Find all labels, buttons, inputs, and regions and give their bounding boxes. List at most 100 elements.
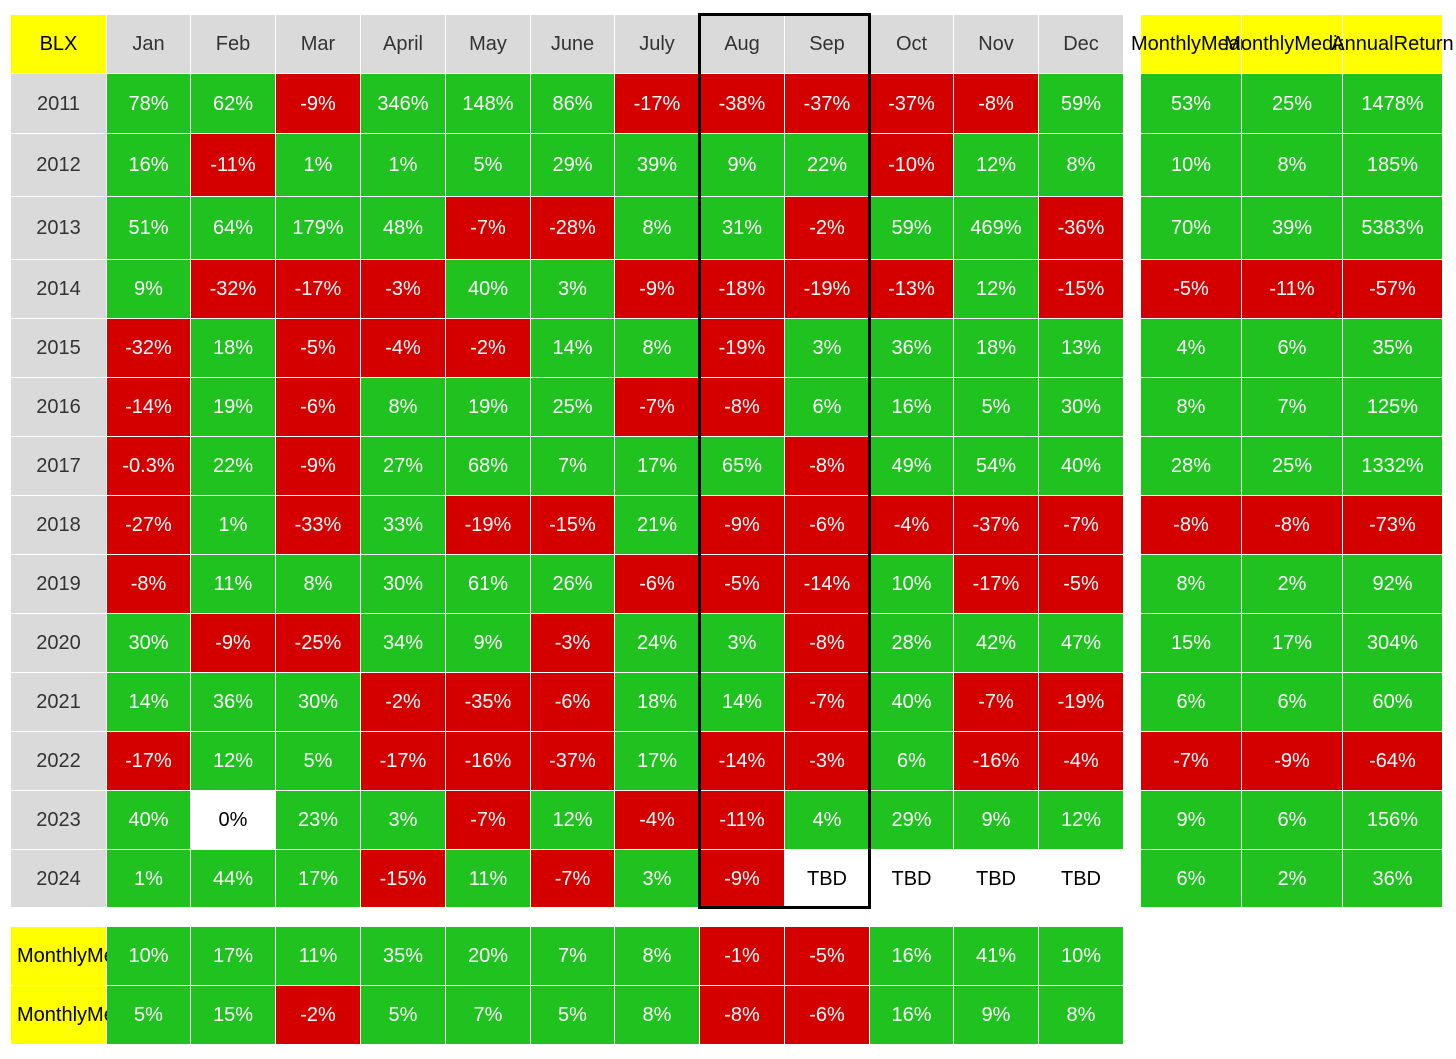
month-header-sep: Sep bbox=[785, 15, 869, 73]
return-cell: 17% bbox=[615, 437, 699, 495]
return-cell: 36% bbox=[191, 673, 275, 731]
year-label-2018: 2018 bbox=[11, 496, 106, 554]
summary-cell: 6% bbox=[1141, 673, 1241, 731]
return-cell: -11% bbox=[700, 791, 784, 849]
return-cell: 21% bbox=[615, 496, 699, 554]
return-cell: -27% bbox=[107, 496, 190, 554]
month-header-april: April bbox=[361, 15, 445, 73]
return-cell: 3% bbox=[531, 260, 614, 318]
summary-cell: 15% bbox=[1141, 614, 1241, 672]
return-cell: -3% bbox=[361, 260, 445, 318]
return-cell: -19% bbox=[785, 260, 869, 318]
summary-cell: 8% bbox=[1141, 378, 1241, 436]
return-cell: TBD bbox=[870, 850, 953, 907]
summary-cell: 185% bbox=[1343, 134, 1442, 196]
return-cell: 1% bbox=[107, 850, 190, 907]
return-cell: 12% bbox=[531, 791, 614, 849]
return-cell: 12% bbox=[954, 134, 1038, 196]
return-cell: -36% bbox=[1039, 197, 1123, 259]
return-cell: -9% bbox=[700, 496, 784, 554]
header-line: Monthly bbox=[1130, 33, 1201, 55]
return-cell: -18% bbox=[700, 260, 784, 318]
return-cell: 9% bbox=[700, 134, 784, 196]
return-cell: -7% bbox=[1039, 496, 1123, 554]
summary-cell: 125% bbox=[1343, 378, 1442, 436]
return-cell: -32% bbox=[191, 260, 275, 318]
return-cell: -6% bbox=[276, 378, 360, 436]
footer-cell: 7% bbox=[531, 927, 614, 985]
footer-cell: 16% bbox=[870, 927, 953, 985]
summary-cell: 6% bbox=[1242, 673, 1342, 731]
return-cell: 4% bbox=[785, 791, 869, 849]
year-label-2012: 2012 bbox=[11, 134, 106, 196]
footer-cell: 20% bbox=[446, 927, 530, 985]
return-cell: -17% bbox=[954, 555, 1038, 613]
return-cell: 346% bbox=[361, 74, 445, 133]
footer-cell: 10% bbox=[107, 927, 190, 985]
summary-cell: -57% bbox=[1343, 260, 1442, 318]
return-cell: 8% bbox=[615, 197, 699, 259]
summary-header: Monthly Mean bbox=[1131, 15, 1251, 73]
return-cell: TBD bbox=[785, 850, 869, 907]
summary-cell: 25% bbox=[1242, 74, 1342, 133]
summary-cell: 35% bbox=[1343, 319, 1442, 377]
summary-cell: 6% bbox=[1141, 850, 1241, 907]
summary-cell: -11% bbox=[1242, 260, 1342, 318]
return-cell: 12% bbox=[191, 732, 275, 790]
header-line: Monthly bbox=[17, 945, 88, 967]
return-cell: 30% bbox=[361, 555, 445, 613]
summary-cell: 2% bbox=[1242, 555, 1342, 613]
return-cell: 24% bbox=[615, 614, 699, 672]
return-cell: 30% bbox=[276, 673, 360, 731]
footer-cell: 9% bbox=[954, 986, 1038, 1044]
year-label-2020: 2020 bbox=[11, 614, 106, 672]
return-cell: -19% bbox=[446, 496, 530, 554]
return-cell: 5% bbox=[954, 378, 1038, 436]
summary-cell: 4% bbox=[1141, 319, 1241, 377]
return-cell: -16% bbox=[954, 732, 1038, 790]
return-cell: -8% bbox=[954, 74, 1038, 133]
header-line: Monthly bbox=[1224, 33, 1295, 55]
return-cell: -5% bbox=[700, 555, 784, 613]
footer-cell: -5% bbox=[785, 927, 869, 985]
header-line: Return bbox=[1393, 33, 1454, 55]
return-cell: -35% bbox=[446, 673, 530, 731]
summary-cell: 7% bbox=[1242, 378, 1342, 436]
return-cell: 7% bbox=[531, 437, 614, 495]
return-cell: -14% bbox=[700, 732, 784, 790]
return-cell: -0.3% bbox=[107, 437, 190, 495]
return-cell: 14% bbox=[700, 673, 784, 731]
return-cell: 12% bbox=[1039, 791, 1123, 849]
header-line: Annual bbox=[1331, 33, 1394, 55]
month-header-oct: Oct bbox=[870, 15, 953, 73]
return-cell: 14% bbox=[531, 319, 614, 377]
month-header-nov: Nov bbox=[954, 15, 1038, 73]
summary-cell: 8% bbox=[1242, 134, 1342, 196]
month-header-july: July bbox=[615, 15, 699, 73]
return-cell: -19% bbox=[1039, 673, 1123, 731]
return-cell: -8% bbox=[785, 614, 869, 672]
return-cell: 3% bbox=[615, 850, 699, 907]
return-cell: 5% bbox=[446, 134, 530, 196]
summary-cell: 304% bbox=[1343, 614, 1442, 672]
month-header-may: May bbox=[446, 15, 530, 73]
summary-cell: 70% bbox=[1141, 197, 1241, 259]
return-cell: 11% bbox=[191, 555, 275, 613]
footer-cell: -1% bbox=[700, 927, 784, 985]
summary-cell: -5% bbox=[1141, 260, 1241, 318]
footer-cell: -8% bbox=[700, 986, 784, 1044]
return-cell: -19% bbox=[700, 319, 784, 377]
summary-cell: 1478% bbox=[1343, 74, 1442, 133]
return-cell: -7% bbox=[446, 791, 530, 849]
return-cell: -4% bbox=[870, 496, 953, 554]
return-cell: -28% bbox=[531, 197, 614, 259]
return-cell: 29% bbox=[870, 791, 953, 849]
month-header-aug: Aug bbox=[700, 15, 784, 73]
return-cell: -17% bbox=[107, 732, 190, 790]
summary-cell: -9% bbox=[1242, 732, 1342, 790]
year-label-2013: 2013 bbox=[11, 197, 106, 259]
month-header-mar: Mar bbox=[276, 15, 360, 73]
return-cell: -6% bbox=[785, 496, 869, 554]
